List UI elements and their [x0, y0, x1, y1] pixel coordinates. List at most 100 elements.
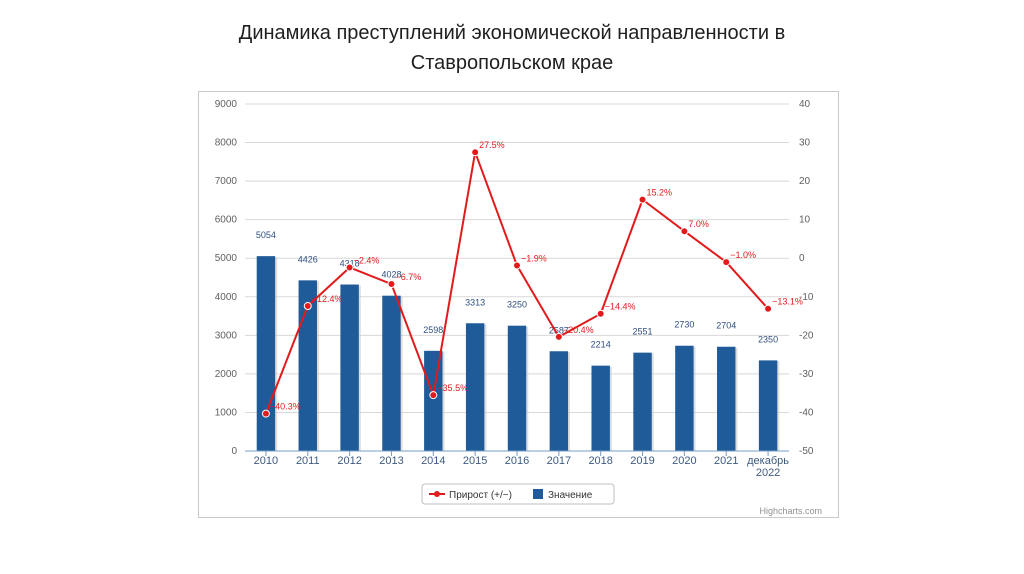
bar-value-label: 2704 — [716, 321, 736, 331]
legend-item-growth[interactable]: Прирост (+/−) — [429, 490, 512, 501]
right-axis-tick-label: -20 — [799, 330, 814, 341]
bar — [298, 280, 317, 451]
x-axis-tick-label: 2019 — [630, 455, 654, 467]
x-axis: 2010 2011 2012 2013 2014 2015 2016 2017 2018 2019… — [245, 450, 789, 479]
bar — [465, 323, 485, 451]
bar — [549, 351, 569, 451]
right-axis-tick-label: 20 — [799, 176, 811, 187]
x-axis-tick-label: 2016 — [505, 455, 529, 467]
legend-marker-swatch — [434, 491, 440, 497]
line-value-label: 27.5% — [479, 140, 505, 150]
left-axis-tick-label: 8000 — [215, 138, 238, 149]
right-y-axis: -50 -40 -30 -20 -10 0 10 20 30 40 — [799, 99, 814, 457]
x-axis-tick-label: декабрь 2022 — [747, 455, 789, 479]
legend: Прирост (+/−) Значение — [421, 483, 615, 505]
line-point — [261, 409, 270, 418]
left-axis-tick-label: 6000 — [215, 215, 238, 226]
left-axis-tick-label: 5000 — [215, 253, 238, 264]
line-point — [345, 263, 354, 272]
right-axis-tick-label: 30 — [799, 138, 811, 149]
line-point — [387, 280, 396, 289]
bar-value-label: 2587 — [549, 325, 569, 335]
x-axis-tick-label: 2017 — [547, 455, 571, 467]
legend-item-value[interactable]: Значение — [533, 489, 593, 501]
x-axis-tick-label: 2021 — [714, 455, 738, 467]
bar-value-label: 2730 — [674, 320, 694, 330]
line-value-label: −1.0% — [730, 250, 756, 260]
right-axis-tick-label: 40 — [799, 99, 811, 110]
line-point — [638, 195, 647, 204]
line-value-label: −35.5% — [437, 383, 468, 393]
left-axis-tick-label: 3000 — [215, 330, 238, 341]
left-axis-tick-label: 2000 — [215, 369, 238, 380]
line-point — [429, 391, 438, 400]
left-axis-tick-label: 7000 — [215, 176, 238, 187]
slide-title-line-2: Ставропольском крае — [410, 52, 614, 74]
bar-series — [256, 256, 780, 451]
slide-title: Динамика преступлений экономической напр… — [0, 18, 1024, 78]
x-axis-tick-label: 2011 — [296, 455, 320, 467]
line-data-labels: −40.3% −12.4% −2.4% −6.7% −35.5% 27.5% −1.9% −2… — [270, 140, 803, 411]
x-axis-tick-label: 2014 — [421, 455, 445, 467]
right-axis-tick-label: -10 — [799, 292, 814, 303]
left-axis-tick-label: 9000 — [215, 99, 238, 110]
bar-value-label: 4028 — [381, 270, 401, 280]
bar-value-label: 2551 — [633, 327, 653, 337]
bar-value-label: 3313 — [465, 297, 485, 307]
x-axis-tick-label: 2013 — [379, 455, 403, 467]
x-axis-tick-label: 2015 — [463, 455, 487, 467]
bar-value-label: 4426 — [298, 254, 318, 264]
combo-chart: 0 1000 2000 3000 4000 5000 6000 7000 8000 9000 -5… — [215, 99, 822, 516]
bar — [591, 365, 610, 451]
line-value-label: −1.9% — [521, 254, 547, 264]
bar-value-label: 2350 — [758, 334, 778, 344]
line-point — [764, 304, 773, 313]
line-value-label: −20.4% — [563, 325, 594, 335]
bar — [758, 360, 778, 451]
line-point — [722, 258, 731, 267]
left-axis-tick-label: 4000 — [215, 292, 238, 303]
line-value-label: −40.3% — [270, 402, 301, 412]
legend-label-growth: Прирост (+/−) — [449, 490, 512, 501]
bar — [382, 295, 401, 451]
x-axis-tick-label: 2018 — [588, 455, 612, 467]
left-axis-tick-label: 1000 — [215, 407, 238, 418]
bar — [717, 346, 736, 451]
left-y-axis: 0 1000 2000 3000 4000 5000 6000 7000 8000 9000 — [215, 99, 238, 457]
x-axis-tick-label: 2020 — [672, 455, 696, 467]
bar-value-label: 2214 — [591, 340, 611, 350]
legend-box — [421, 483, 615, 505]
bar — [675, 345, 694, 451]
line-value-label: −14.4% — [605, 302, 636, 312]
line-point — [303, 302, 312, 311]
line-point — [471, 148, 480, 157]
line-value-label: −13.1% — [772, 297, 803, 307]
bar-value-label: 3250 — [507, 300, 527, 310]
right-axis-tick-label: 0 — [799, 253, 805, 264]
bar — [507, 325, 527, 451]
chart-credits[interactable]: Highcharts.com — [759, 506, 822, 516]
line-series — [261, 148, 773, 418]
x-axis-tick-label: 2010 — [254, 455, 278, 467]
right-axis-tick-label: -40 — [799, 407, 814, 418]
line-value-label: −2.4% — [354, 255, 380, 265]
bar-value-label: 2598 — [423, 325, 443, 335]
legend-bar-swatch — [533, 489, 543, 499]
slide-title-line-1: Динамика преступлений экономической напр… — [238, 22, 786, 44]
right-axis-tick-label: 10 — [799, 215, 811, 226]
x-axis-tick-label: 2012 — [337, 455, 361, 467]
line-point — [680, 227, 689, 236]
bar — [633, 352, 652, 451]
line-value-label: −12.4% — [312, 294, 343, 304]
line-point — [554, 332, 563, 341]
line-point — [513, 261, 521, 270]
bar — [424, 350, 443, 451]
left-axis-tick-label: 0 — [231, 446, 237, 457]
right-axis-tick-label: -30 — [799, 369, 814, 380]
bar-value-label: 5054 — [256, 230, 276, 240]
line-value-label: 15.2% — [647, 188, 673, 198]
right-axis-tick-label: -50 — [799, 446, 814, 457]
bar — [256, 256, 276, 451]
legend-label-value: Значение — [548, 490, 593, 501]
line-point — [596, 309, 605, 318]
